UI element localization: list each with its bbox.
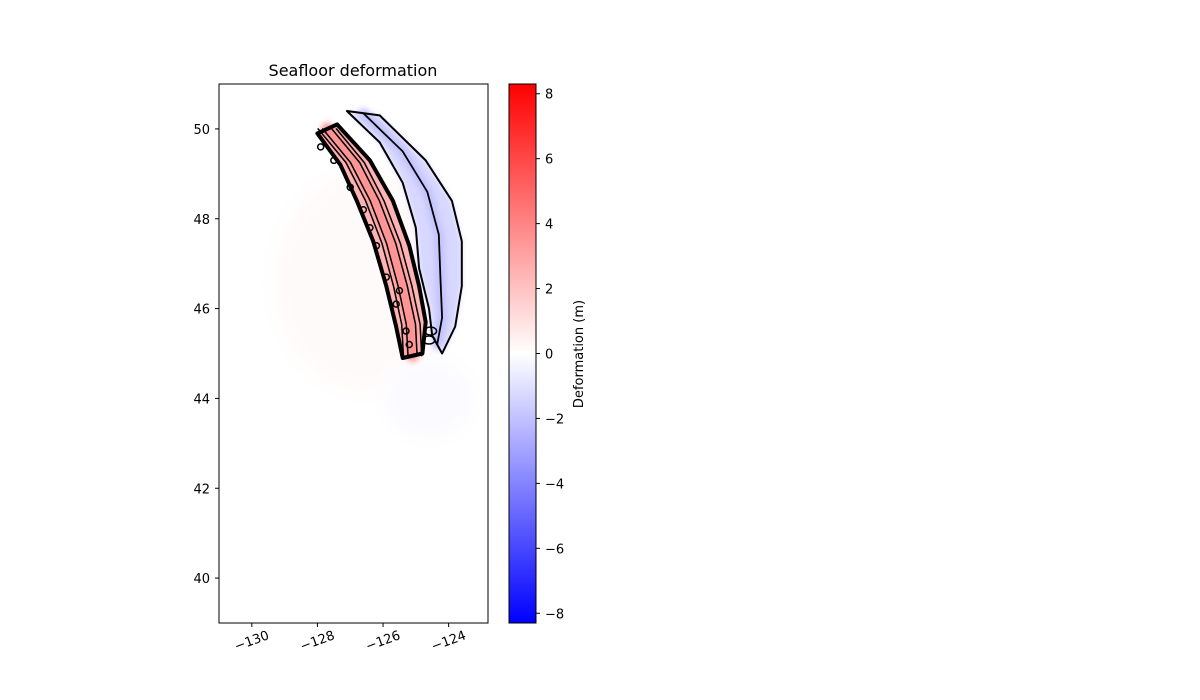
uplift-contour-ring <box>405 340 414 349</box>
uplift-contour-ring <box>366 223 374 232</box>
colorbar-label: Deformation (m) <box>572 300 587 408</box>
uplift-contour-outer <box>315 122 428 360</box>
y-tick-label: 48 <box>193 213 210 228</box>
y-axis: 40 42 44 46 48 50 <box>193 123 219 587</box>
y-tick-label: 42 <box>193 482 210 497</box>
uplift-contour-ring <box>372 241 381 250</box>
uplift-zone <box>317 124 426 359</box>
x-tick-label: −126 <box>364 628 403 654</box>
chart-title: Seafloor deformation <box>269 61 438 80</box>
x-tick-label: −124 <box>429 628 468 654</box>
colorbar <box>508 83 537 624</box>
uplift-contour-ring <box>395 286 404 295</box>
colorbar-axis: −8 −6 −4 −2 0 2 4 6 8 <box>536 88 564 622</box>
uplift-contour-ring <box>402 327 410 335</box>
uplift-contour-ring <box>359 206 368 214</box>
uplift-contour-ring <box>392 300 400 308</box>
uplift-contour-inner <box>321 128 409 357</box>
y-tick-label: 46 <box>193 303 210 318</box>
subsidence-contour-inner <box>362 112 444 346</box>
colorbar-tick-label: 2 <box>545 283 553 298</box>
uplift-contour-ring <box>316 143 325 151</box>
subsidence-contour-ring <box>422 335 436 345</box>
y-tick-label: 40 <box>193 572 210 587</box>
subsidence-halo <box>383 358 474 439</box>
x-axis: −130 −128 −126 −124 <box>233 623 468 655</box>
contour-lines <box>315 110 463 360</box>
subsidence-contour-outer <box>345 110 463 355</box>
subsidence-zone <box>346 111 462 354</box>
colorbar-tick-label: 6 <box>545 153 553 168</box>
uplift-contour-inner <box>317 128 405 357</box>
x-tick-label: −128 <box>298 628 337 654</box>
uplift-contour-ring <box>330 156 338 165</box>
y-tick-label: 44 <box>193 392 210 407</box>
uplift-contour-ring <box>346 183 354 192</box>
colorbar-tick-label: −8 <box>545 607 564 622</box>
uplift-contour-ring <box>382 273 391 281</box>
colorbar-tick-label: 8 <box>545 88 553 103</box>
deformation-field <box>273 108 474 439</box>
colorbar-tick-label: 4 <box>545 218 553 233</box>
colorbar-tick-label: −2 <box>545 412 564 427</box>
x-tick-label: −130 <box>233 628 272 654</box>
uplift-contour-inner <box>335 128 423 357</box>
colorbar-tick-label: −4 <box>545 477 564 492</box>
colorbar-tick-label: −6 <box>545 542 564 557</box>
colorbar-tick-label: 0 <box>545 348 553 363</box>
plot-frame <box>218 83 489 624</box>
y-tick-label: 50 <box>193 123 210 138</box>
uplift-contour-inner <box>331 128 418 357</box>
uplift-core <box>321 122 419 362</box>
subsidence-contour-ring <box>423 326 438 336</box>
